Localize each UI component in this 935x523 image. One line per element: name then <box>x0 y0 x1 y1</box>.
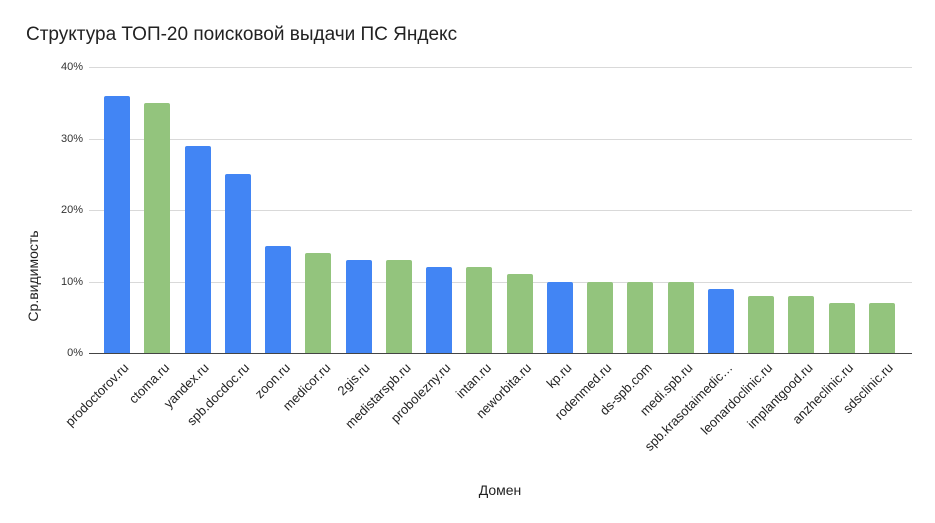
bar[interactable] <box>426 267 452 353</box>
bar[interactable] <box>104 95 130 353</box>
chart-title: Структура ТОП-20 поисковой выдачи ПС Янд… <box>26 24 458 45</box>
y-tick-label: 0% <box>67 347 83 359</box>
gridline <box>89 353 912 354</box>
bar[interactable] <box>667 281 694 353</box>
bar[interactable] <box>506 274 533 353</box>
x-tick-label: leonardoclinic.ru <box>698 360 776 438</box>
gridline <box>89 210 912 211</box>
x-tick-label: prodoctorov.ru <box>62 360 132 430</box>
x-axis-label: Домен <box>478 482 522 498</box>
gridline <box>89 281 912 283</box>
bar[interactable] <box>707 288 734 353</box>
gridline <box>89 67 912 68</box>
bar[interactable] <box>627 281 654 353</box>
y-tick-label: 20% <box>60 204 83 216</box>
x-tick-label: kp.ru <box>543 360 575 392</box>
gridline <box>89 138 912 140</box>
bar[interactable] <box>748 295 774 353</box>
bar[interactable] <box>868 302 895 353</box>
bar[interactable] <box>265 245 291 353</box>
y-tick-label: 10% <box>60 275 83 288</box>
bar[interactable] <box>224 174 251 353</box>
bar[interactable] <box>144 102 171 353</box>
bar[interactable] <box>305 252 332 353</box>
y-axis-label: Ср.видимость <box>25 230 41 322</box>
plot-area: 0% 10% 20% 30% 40% <box>61 61 912 359</box>
y-tick-label: 40% <box>60 61 83 73</box>
bar[interactable] <box>788 295 815 353</box>
bar[interactable] <box>587 281 613 353</box>
bar[interactable] <box>546 281 573 353</box>
bar[interactable] <box>184 145 211 353</box>
bar[interactable] <box>828 302 855 353</box>
bar[interactable] <box>385 260 412 353</box>
y-tick-label: 30% <box>60 132 83 145</box>
bar[interactable] <box>466 267 493 353</box>
bar[interactable] <box>345 260 372 353</box>
x-tick-label: 2gis.ru <box>334 360 374 399</box>
